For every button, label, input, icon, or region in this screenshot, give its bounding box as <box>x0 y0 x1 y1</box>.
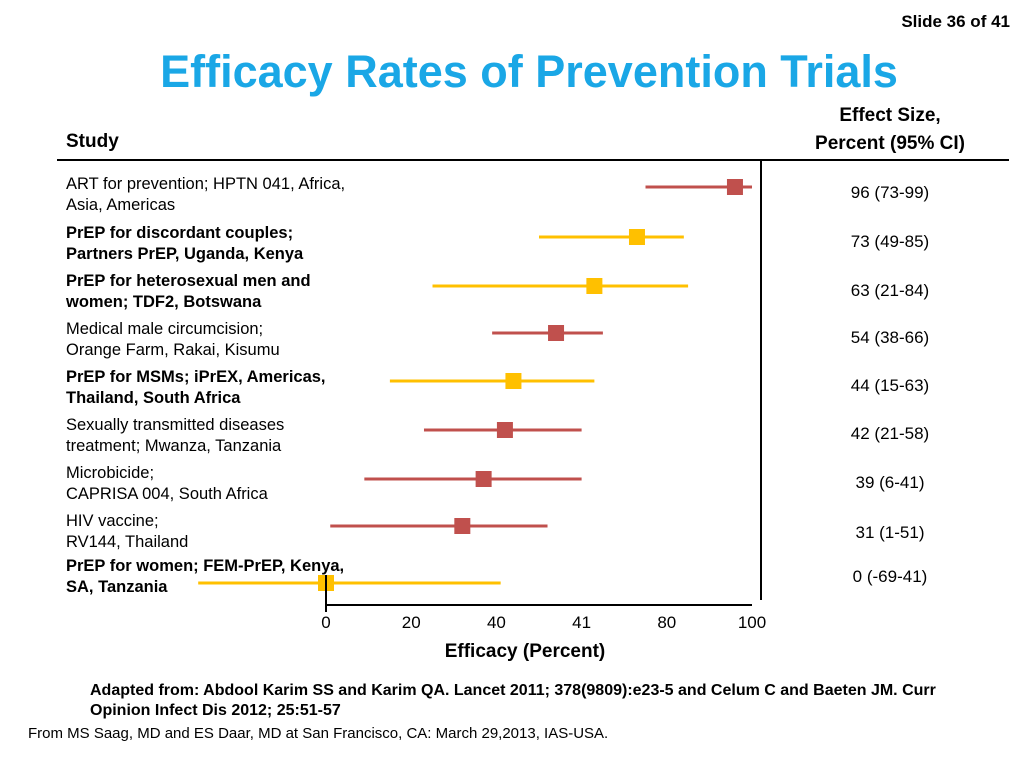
point-estimate-marker <box>548 325 565 341</box>
point-estimate-marker <box>586 278 603 294</box>
point-estimate-marker <box>628 229 645 245</box>
x-tick-label: 41 <box>572 613 591 632</box>
x-tick-label: 20 <box>402 613 421 632</box>
effect-size-value: 96 (73-99) <box>850 183 930 202</box>
effect-size-value: 42 (21-58) <box>850 424 930 443</box>
study-label: PrEP for women; FEM-PrEP, Kenya, SA, Tan… <box>66 557 345 596</box>
x-axis-label: Efficacy (Percent) <box>444 641 606 662</box>
credit-note: From MS Saag, MD and ES Daar, MD at San … <box>28 725 609 742</box>
point-estimate-marker <box>454 518 471 534</box>
effect-size-value: 0 (-69-41) <box>852 567 928 586</box>
header-rule <box>57 159 1009 161</box>
effect-column-divider <box>760 160 762 600</box>
study-label: PrEP for MSMs; iPrEX, Americas, Thailand… <box>66 368 326 407</box>
source-citation: Adapted from: Abdool Karim SS and Karim … <box>90 682 936 719</box>
point-estimate-marker <box>505 373 522 389</box>
effect-size-value: 44 (15-63) <box>850 376 930 395</box>
point-estimate-marker <box>475 471 492 487</box>
effect-size-value: 39 (6-41) <box>855 473 925 492</box>
effect-size-value: 73 (49-85) <box>850 232 930 251</box>
effect-size-column-header: Effect Size, Percent (95% CI) <box>815 105 965 154</box>
study-column-header: Study <box>66 131 119 152</box>
x-tick-label: 0 <box>321 613 330 632</box>
study-label: HIV vaccine; RV144, Thailand <box>66 512 189 551</box>
effect-size-value: 31 (1-51) <box>855 523 925 542</box>
study-label: Microbicide; CAPRISA 004, South Africa <box>66 464 268 503</box>
point-estimate-marker <box>726 179 743 195</box>
point-estimate-marker <box>496 422 513 438</box>
study-label: PrEP for heterosexual men and women; TDF… <box>66 272 311 311</box>
effect-size-value: 54 (38-66) <box>850 328 930 347</box>
slide-counter: Slide 36 of 41 <box>901 12 1010 31</box>
study-label: ART for prevention; HPTN 041, Africa, As… <box>66 175 346 214</box>
x-tick-label: 40 <box>487 613 506 632</box>
study-label: PrEP for discordant couples; Partners Pr… <box>66 224 304 263</box>
effect-size-value: 63 (21-84) <box>850 281 930 300</box>
study-label: Sexually transmitted diseases treatment;… <box>66 416 285 455</box>
x-tick-label: 100 <box>738 613 766 632</box>
slide-title: Efficacy Rates of Prevention Trials <box>160 46 898 97</box>
x-tick-label: 80 <box>657 613 676 632</box>
study-label: Medical male circumcision; Orange Farm, … <box>66 320 280 359</box>
